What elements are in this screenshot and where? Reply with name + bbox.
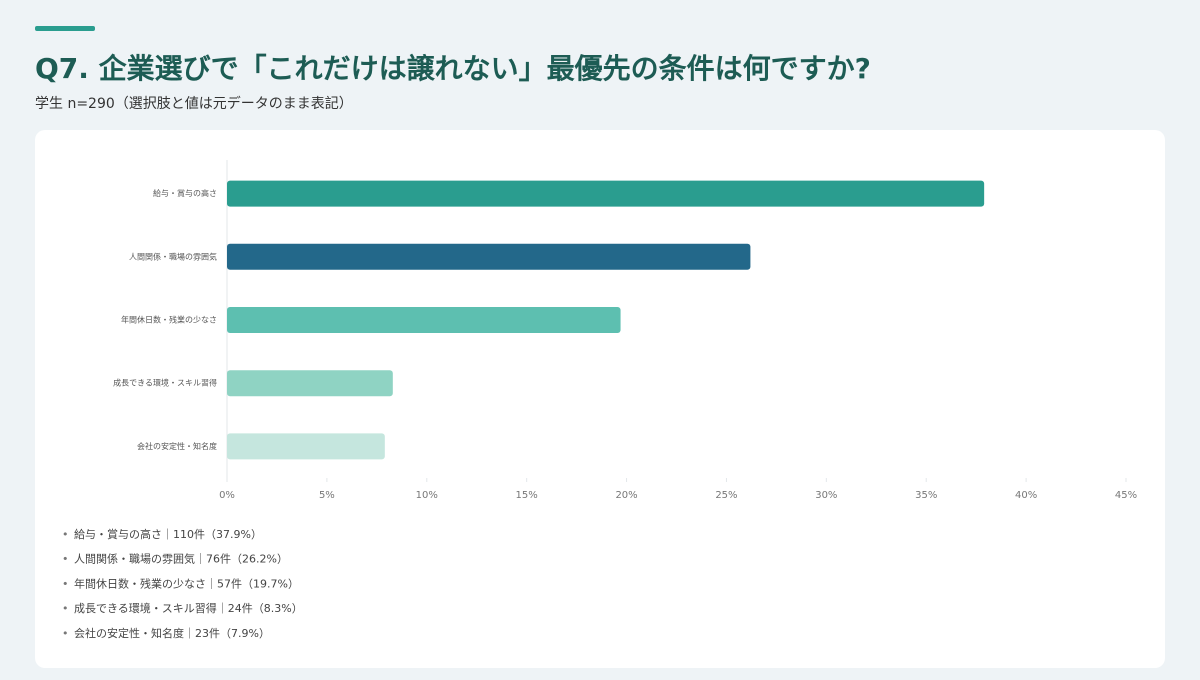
bar <box>227 433 385 460</box>
note: 人間関係・職場の雰囲気｜76件（26.2%） <box>74 552 288 566</box>
bar <box>227 307 621 333</box>
x-tick-label: 45% <box>1115 490 1137 501</box>
y-tick-label: 給与・賞与の高さ <box>153 188 217 198</box>
x-tick-label: 15% <box>516 490 538 501</box>
x-tick-label: 30% <box>815 490 837 501</box>
note-bullet: • <box>62 553 69 566</box>
chart-subtitle: 学生 n=290（選択肢と値は元データのまま表記） <box>35 95 353 112</box>
note: 給与・賞与の高さ｜110件（37.9%） <box>74 527 262 541</box>
x-tick-label: 10% <box>416 490 438 501</box>
accent-bar <box>35 26 95 31</box>
note-bullet: • <box>62 577 69 590</box>
chart-title: Q7. 企業選びで「これだけは譲れない」最優先の条件は何ですか? <box>35 52 871 85</box>
note: 成長できる環境・スキル習得｜24件（8.3%） <box>74 601 303 615</box>
y-tick-label: 成長できる環境・スキル習得 <box>113 378 217 388</box>
x-tick-label: 40% <box>1015 490 1037 501</box>
y-tick-label: 人間関係・職場の雰囲気 <box>129 251 217 261</box>
bar <box>227 243 751 270</box>
note: 年間休日数・残業の少なさ｜57件（19.7%） <box>74 576 299 590</box>
x-tick-label: 20% <box>615 490 637 501</box>
x-tick-label: 35% <box>915 490 937 501</box>
x-tick-label: 25% <box>715 490 737 501</box>
bar <box>227 180 985 207</box>
y-tick-label: 会社の安定性・知名度 <box>137 441 217 451</box>
bar <box>227 370 393 397</box>
y-tick-label: 年間休日数・残業の少なさ <box>121 315 217 325</box>
note-bullet: • <box>62 602 69 615</box>
note: 会社の安定性・知名度｜23件（7.9%） <box>74 626 270 640</box>
x-tick-label: 0% <box>219 490 235 501</box>
note-bullet: • <box>62 528 69 541</box>
x-tick-label: 5% <box>319 490 335 501</box>
note-bullet: • <box>62 627 69 640</box>
